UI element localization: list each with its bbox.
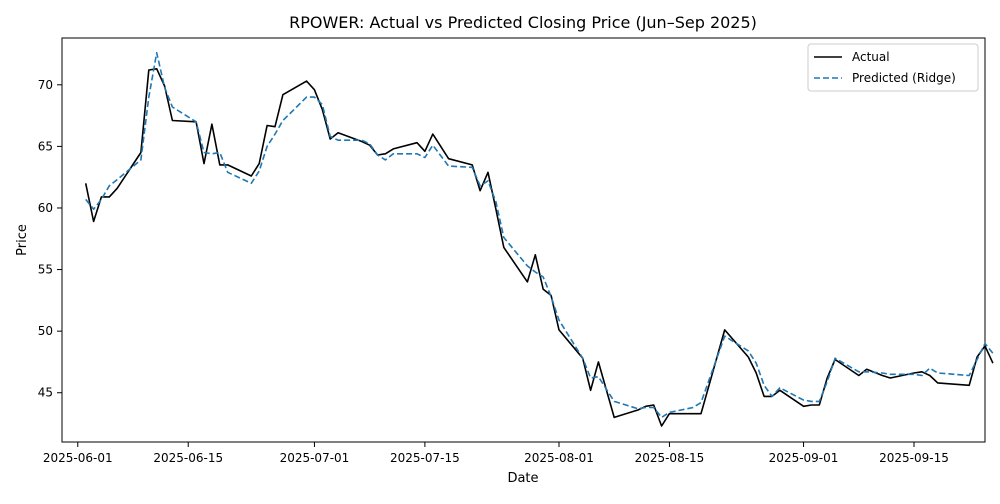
x-tick-label: 2025-07-15: [390, 451, 460, 465]
y-tick-label: 55: [38, 263, 53, 277]
x-tick-label: 2025-08-01: [524, 451, 594, 465]
y-tick-label: 60: [38, 201, 53, 215]
legend: Actual Predicted (Ridge): [807, 43, 979, 92]
series-line-predicted: [85, 52, 994, 419]
x-tick-label: 2025-06-15: [153, 451, 223, 465]
legend-label: Actual: [852, 50, 890, 64]
x-axis-label: Date: [507, 471, 538, 486]
plot-frame: [61, 37, 986, 443]
y-tick-label: 45: [38, 386, 53, 400]
series-line-actual: [84, 68, 994, 427]
x-tick-label: 2025-06-01: [43, 451, 113, 465]
y-tick-label: 50: [38, 324, 53, 338]
legend-label: Predicted (Ridge): [852, 71, 956, 85]
chart-title: RPOWER: Actual vs Predicted Closing Pric…: [289, 13, 757, 32]
y-tick-label: 70: [38, 78, 53, 92]
y-tick-label: 65: [38, 139, 53, 153]
plot-area: 2025-06-01 2025-06-15 2025-07-01 2025-07-15…: [38, 37, 994, 465]
x-tick-label: 2025-08-15: [635, 451, 705, 465]
x-tick-label: 2025-09-15: [879, 451, 949, 465]
legend-box: [807, 43, 979, 92]
x-tick-label: 2025-09-01: [769, 451, 839, 465]
y-axis-label: Price: [15, 224, 30, 256]
x-tick-label: 2025-07-01: [280, 451, 350, 465]
